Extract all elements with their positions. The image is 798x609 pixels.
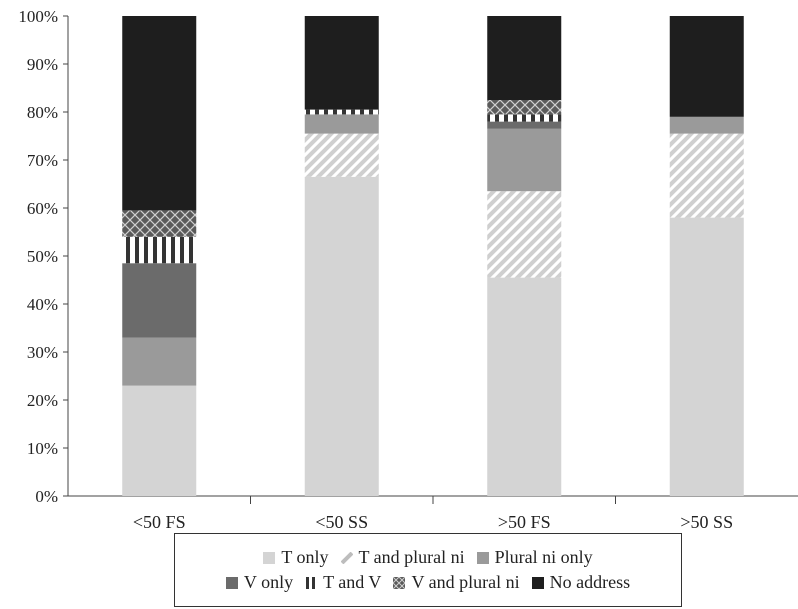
y-tick-label: 10%	[27, 439, 58, 458]
legend-swatch	[340, 551, 353, 564]
bar-segment-t-and-plural-ni	[487, 191, 562, 278]
bar-segment-no-address	[122, 16, 197, 211]
legend-swatch	[225, 576, 238, 589]
y-tick-label: 90%	[27, 55, 58, 74]
legend-row: T only T and plural ni Plural ni only	[175, 547, 681, 568]
legend-swatch	[393, 576, 406, 589]
bar-segment-no-address	[487, 16, 562, 100]
y-tick-label: 30%	[27, 343, 58, 362]
legend-item: V and plural ni	[393, 572, 520, 593]
bar-segment-v-only	[122, 263, 197, 338]
y-tick-label: 60%	[27, 199, 58, 218]
bar-segment-t-only	[304, 176, 379, 497]
legend-label: V and plural ni	[411, 572, 520, 592]
y-tick-label: 70%	[27, 151, 58, 170]
x-tick-label: <50 FS	[133, 512, 186, 532]
bar-segment-plural-ni-only	[122, 337, 197, 386]
bar-segment-t-only	[122, 385, 197, 496]
legend-swatch	[531, 576, 544, 589]
bar-segment-no-address	[669, 16, 744, 117]
legend-label: No address	[549, 572, 631, 592]
x-tick-label: <50 SS	[315, 512, 368, 532]
bar-segment-plural-ni-only	[304, 114, 379, 134]
legend-label: V only	[243, 572, 294, 592]
bar-segment-t-and-plural-ni	[669, 133, 744, 218]
legend: T only T and plural ni Plural ni only V on…	[174, 533, 682, 607]
bar-segment-v-and-plural-ni	[122, 210, 197, 237]
bar-segment-no-address	[304, 16, 379, 110]
legend-row: V only T and V V and plural ni No address	[175, 572, 681, 593]
bar-segment-t-only	[487, 277, 562, 496]
bar-segment-v-only	[487, 121, 562, 129]
y-tick-label: 20%	[27, 391, 58, 410]
y-tick-label: 100%	[18, 7, 58, 26]
bar-segment-t-only	[669, 217, 744, 496]
legend-swatch	[305, 576, 318, 589]
bar-segment-t-and-v	[122, 236, 197, 264]
bar-segment-plural-ni-only	[487, 128, 562, 192]
y-tick-label: 50%	[27, 247, 58, 266]
legend-item: T and V	[305, 572, 381, 593]
legend-label: T and V	[323, 572, 382, 592]
legend-item: T and plural ni	[340, 547, 465, 568]
legend-label: T only	[281, 547, 329, 567]
x-tick-label: >50 FS	[498, 512, 551, 532]
y-tick-label: 80%	[27, 103, 58, 122]
legend-item: Plural ni only	[476, 547, 593, 568]
y-tick-label: 0%	[35, 487, 58, 506]
bar-segment-v-and-plural-ni	[487, 100, 562, 115]
bar-segment-plural-ni-only	[669, 116, 744, 134]
legend-label: Plural ni only	[494, 547, 593, 567]
legend-label: T and plural ni	[358, 547, 465, 567]
legend-item: No address	[531, 572, 631, 593]
bar-segment-t-and-v	[304, 109, 379, 115]
bar-segment-t-and-plural-ni	[304, 133, 379, 177]
legend-swatch	[263, 551, 276, 564]
y-tick-label: 40%	[27, 295, 58, 314]
legend-item: T only	[263, 547, 329, 568]
legend-item: V only	[225, 572, 294, 593]
legend-swatch	[476, 551, 489, 564]
bar-segment-t-and-v	[487, 114, 562, 122]
x-tick-label: >50 SS	[680, 512, 733, 532]
